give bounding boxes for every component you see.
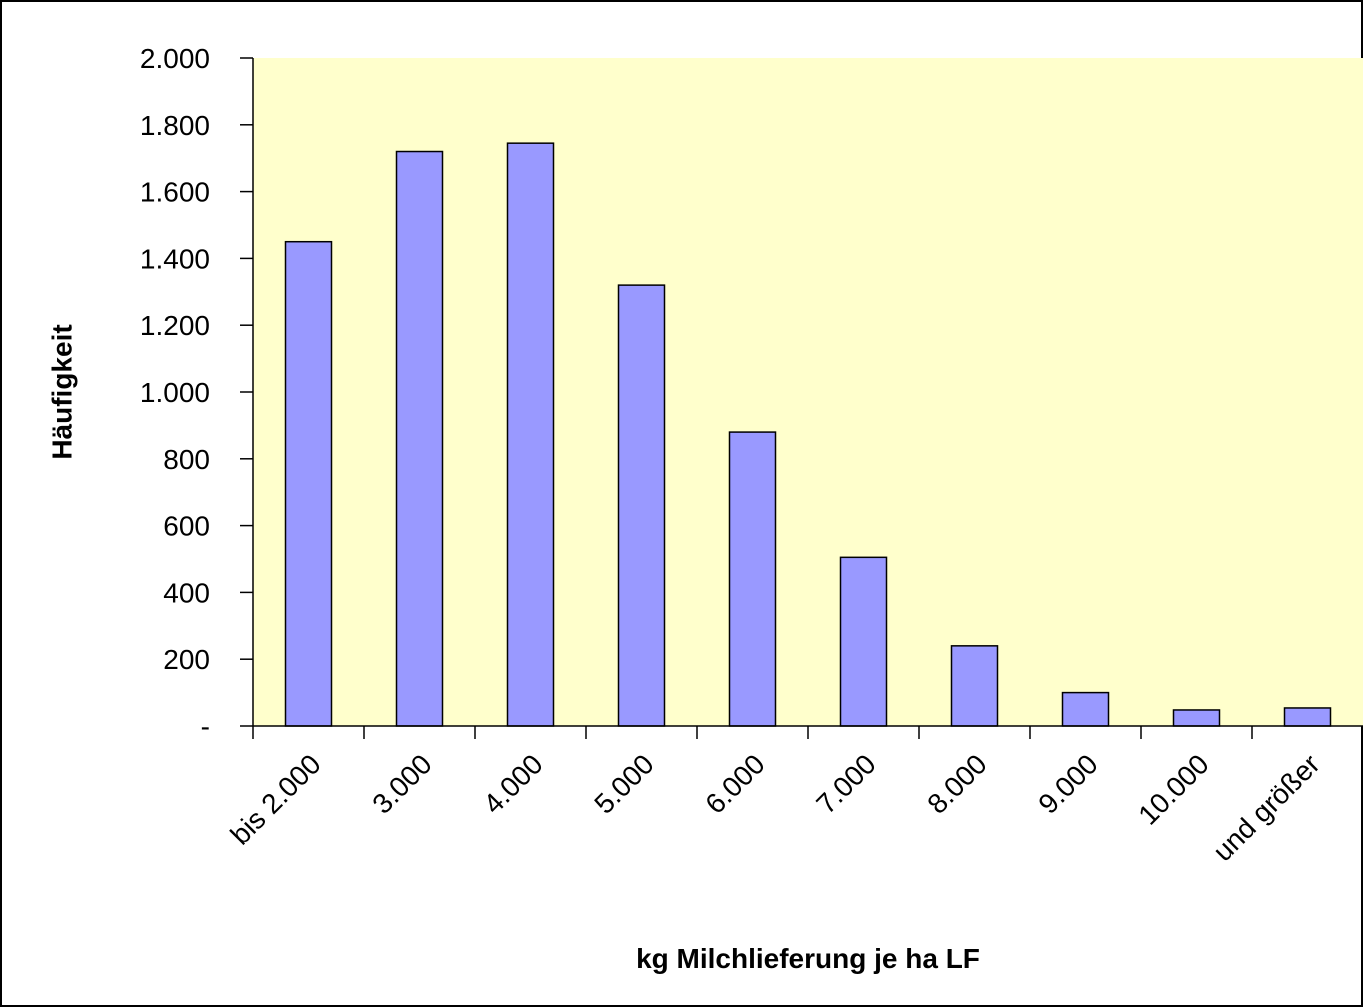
y-tick-label: 200 (163, 644, 210, 675)
x-axis-title: kg Milchlieferung je ha LF (636, 943, 980, 974)
y-tick-label: 1.400 (140, 243, 210, 274)
bar (1283, 707, 1332, 727)
bar (839, 556, 888, 727)
bar (506, 142, 555, 727)
y-tick-label: 1.600 (140, 177, 210, 208)
bar (728, 431, 777, 727)
y-tick-label: 600 (163, 511, 210, 542)
y-tick-label: 800 (163, 444, 210, 475)
y-tick-label: - (201, 711, 210, 742)
bar (395, 150, 444, 727)
y-tick-label: 1.000 (140, 377, 210, 408)
bar (1172, 709, 1221, 727)
bar (1061, 691, 1110, 727)
y-tick-label: 1.200 (140, 310, 210, 341)
bar (284, 240, 333, 727)
y-axis-title: Häufigkeit (46, 324, 77, 459)
bar (617, 284, 666, 727)
y-tick-label: 1.800 (140, 110, 210, 141)
y-tick-label: 2.000 (140, 43, 210, 74)
bar (950, 645, 999, 727)
y-tick-label: 400 (163, 577, 210, 608)
